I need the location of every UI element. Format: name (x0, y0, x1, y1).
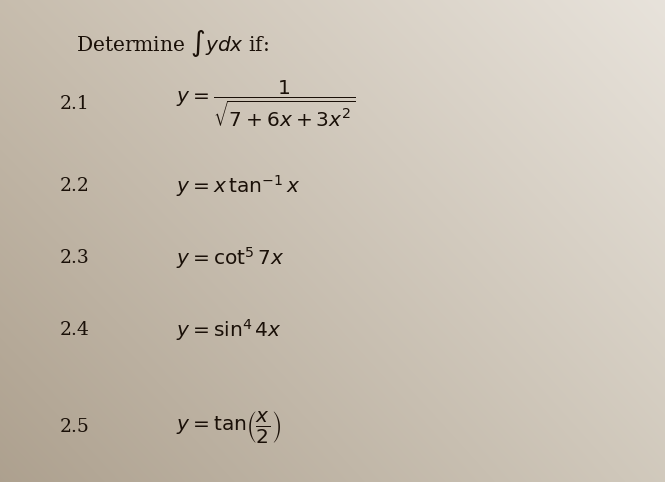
Text: 2.1: 2.1 (60, 94, 90, 113)
Text: $y = \sin^4 4x$: $y = \sin^4 4x$ (176, 317, 282, 343)
Text: $y = \dfrac{1}{\sqrt{7 + 6x + 3x^2}}$: $y = \dfrac{1}{\sqrt{7 + 6x + 3x^2}}$ (176, 79, 356, 129)
Text: 2.4: 2.4 (60, 321, 90, 339)
Text: 2.5: 2.5 (60, 417, 90, 436)
Text: $y = \tan\!\left(\dfrac{x}{2}\right)$: $y = \tan\!\left(\dfrac{x}{2}\right)$ (176, 409, 281, 444)
Text: $y = x\,\tan^{-1}x$: $y = x\,\tan^{-1}x$ (176, 173, 301, 199)
Text: 2.3: 2.3 (60, 249, 90, 267)
Text: Determine $\int ydx$ if:: Determine $\int ydx$ if: (76, 27, 269, 58)
Text: $y = \cot^5 7x$: $y = \cot^5 7x$ (176, 245, 285, 271)
Text: 2.2: 2.2 (60, 176, 90, 195)
